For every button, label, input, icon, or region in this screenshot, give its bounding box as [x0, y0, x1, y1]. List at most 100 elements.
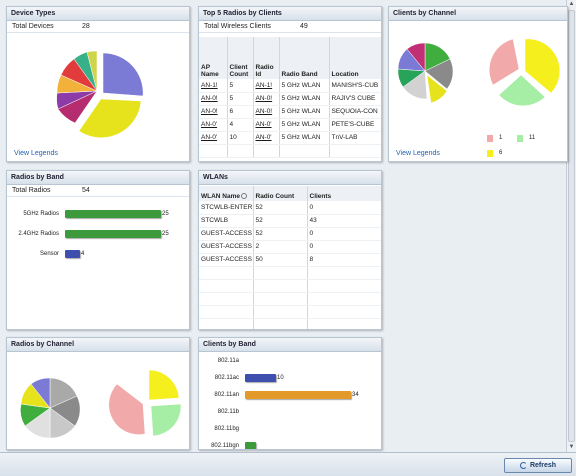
clients-by-channel-pie-right [489, 38, 561, 107]
clients-cell: 0 [307, 201, 381, 215]
sort-icon[interactable] [241, 193, 248, 200]
pie-slice [30, 377, 51, 409]
clients-by-channel-panel: Clients by Channel 1 11 6 View Legends [388, 6, 568, 162]
radio-band-cell: 5 GHz WLAN [279, 92, 330, 106]
pie-slice [108, 383, 146, 435]
table-row: AN-1! 5 AN-1! 5 GHz WLAN MANISH'S-CUB [199, 79, 381, 93]
bar-label: 802.11ac [214, 375, 239, 381]
column-header[interactable]: Radio Count [253, 186, 308, 201]
clients-cell: 43 [307, 214, 381, 228]
radio-id-link[interactable]: AN-0' [255, 121, 272, 128]
wlans-table: WLAN Name Radio Count Clients STCWLB-ENT… [199, 186, 381, 329]
total-devices-value: 28 [82, 23, 90, 30]
radio-band-cell: 5 GHz WLAN [279, 105, 330, 119]
radio-count-cell: 52 [253, 201, 308, 215]
refresh-icon [519, 462, 527, 469]
pie-slice [150, 403, 182, 437]
location-cell: SEQUOIA-CON [329, 105, 381, 119]
total-devices-label: Total Devices [12, 23, 54, 30]
clients-by-band-bars: 802.11a 802.11ac 10 802.11an 34 802.11b 802.11… [199, 354, 381, 449]
bar-label: 802.11bg [214, 426, 239, 432]
view-legends-link[interactable]: View Legends [396, 150, 440, 157]
column-header[interactable]: Location [329, 37, 381, 79]
total-devices-row: Total Devices 28 [7, 21, 189, 33]
radio-id-link[interactable]: AN-0! [255, 108, 273, 115]
ap-name-link[interactable]: AN-0' [201, 121, 218, 128]
pie-slice [148, 369, 180, 401]
bar-label: 5GHz Radios [23, 211, 59, 217]
client-count-cell: 5 [227, 79, 254, 93]
radio-count-cell: 2 [253, 240, 308, 254]
device-types-pie-chart [56, 50, 144, 138]
ap-name-link[interactable]: AN-0! [201, 108, 218, 115]
refresh-label: Refresh [529, 462, 557, 469]
scroll-up-icon[interactable]: ▲ [568, 1, 575, 7]
panel-title: Device Types [7, 7, 189, 21]
column-header[interactable]: WLAN Name [199, 186, 254, 201]
pie-slice [86, 50, 98, 92]
ap-name-link[interactable]: AN-0' [201, 134, 218, 141]
bar [245, 391, 351, 399]
radio-count-cell: 52 [253, 214, 308, 228]
ap-name-link[interactable]: AN-0! [201, 95, 218, 102]
top-radios-table: AP Name Client Count Radio Id Radio Band… [199, 37, 381, 158]
wlan-name-cell: GUEST-ACCESS [199, 227, 254, 241]
bar-label: Sensor [39, 251, 59, 257]
ap-name-link[interactable]: AN-1! [201, 81, 218, 89]
bar [245, 374, 276, 382]
legend-swatch [487, 135, 493, 142]
panel-title: Clients by Band [199, 338, 381, 352]
vertical-scrollbar[interactable]: ▲ ▼ [566, 0, 576, 452]
radio-id-link[interactable]: AN-0! [255, 95, 273, 102]
total-clients-label: Total Wireless Clients [204, 23, 271, 30]
wlan-name-cell: GUEST-ACCESS [199, 240, 254, 254]
clients-cell: 0 [307, 227, 381, 241]
table-row: GUEST-ACCESS 52 0 [199, 227, 381, 241]
client-count-cell: 10 [227, 131, 254, 145]
bar-label: 802.11an [214, 392, 239, 398]
table-row: GUEST-ACCESS 2 0 [199, 240, 381, 254]
total-radios-label: Total Radios [12, 187, 51, 194]
view-legends-link[interactable]: View Legends [14, 150, 58, 157]
table-row: AN-0' 10 AN-0' 5 GHz WLAN TnV-LAB [199, 131, 381, 145]
column-header[interactable]: Client Count [227, 37, 254, 79]
panel-title: WLANs [199, 171, 381, 185]
bar [245, 442, 256, 449]
total-radios-row: Total Radios 54 [7, 185, 189, 197]
radio-band-cell: 5 GHz WLAN [279, 79, 330, 93]
scroll-thumb[interactable] [568, 10, 575, 442]
radios-by-channel-pie-left [20, 377, 81, 439]
column-header[interactable]: Radio Id [253, 37, 280, 79]
wlan-name-cell: STCWLB-ENTER [199, 201, 254, 215]
wlan-name-cell: GUEST-ACCESS [199, 253, 254, 267]
bar [65, 210, 161, 218]
panel-title: Top 5 Radios by Clients [199, 7, 381, 21]
table-row: AN-0! 5 AN-0! 5 GHz WLAN RAJIV'S CUBE [199, 92, 381, 106]
legend-label: 1 [499, 135, 503, 141]
column-header[interactable]: Clients [307, 186, 381, 201]
wlan-name-cell: STCWLB [199, 214, 254, 228]
clients-by-channel-pie-left [397, 42, 454, 104]
refresh-button[interactable]: Refresh [504, 458, 572, 473]
column-header[interactable]: AP Name [199, 37, 228, 79]
radios-by-band-bars: 5GHz Radios 25 2.4GHz Radios 25 Sensor 4 [7, 201, 191, 271]
radio-id-link[interactable]: AN-0' [255, 134, 272, 141]
radios-by-channel-pie-right [108, 369, 182, 437]
radio-id-link[interactable]: AN-1! [255, 81, 273, 89]
client-count-cell: 4 [227, 118, 254, 132]
table-row: GUEST-ACCESS 50 8 [199, 253, 381, 267]
table-row: STCWLB-ENTER 52 0 [199, 201, 381, 215]
scroll-down-icon[interactable]: ▼ [568, 444, 575, 450]
total-clients-value: 49 [300, 23, 308, 30]
radios-by-channel-panel: Radios by Channel [6, 337, 190, 450]
panel-title: Clients by Channel [389, 7, 567, 21]
bar-value: 10 [277, 375, 284, 381]
top-radios-panel: Top 5 Radios by Clients Total Wireless C… [198, 6, 382, 162]
bar-label: 802.11b [217, 409, 239, 415]
column-header[interactable]: Radio Band [279, 37, 330, 79]
footer-bar: Refresh [0, 452, 576, 476]
bar [65, 230, 161, 238]
bar-value: 25 [162, 211, 169, 217]
table-row: AN-0! 6 AN-0! 5 GHz WLAN SEQUOIA-CON [199, 105, 381, 119]
radio-band-cell: 5 GHz WLAN [279, 131, 330, 145]
